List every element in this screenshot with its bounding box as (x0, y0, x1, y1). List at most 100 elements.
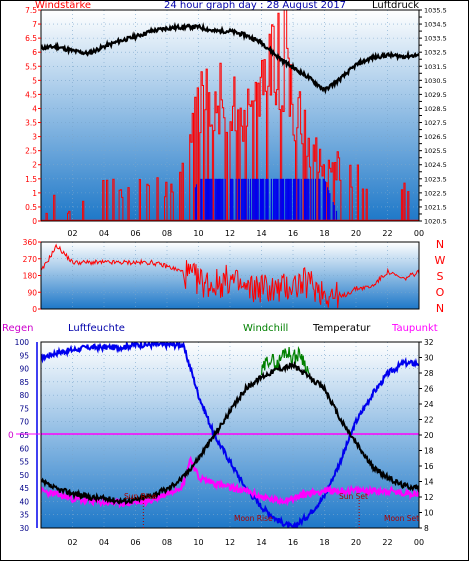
sun-rise-label: Sun Rise (124, 492, 157, 501)
compass-letter: W (435, 254, 446, 267)
wind-speed-tick-label: 4.5 (25, 90, 37, 99)
windstaerke-label: Windstärke (35, 0, 91, 11)
pressure-tick-label: 1029.5 (424, 91, 447, 99)
wind-speed-tick-label: 4 (32, 104, 37, 113)
wind-direction-plot-area (41, 242, 419, 309)
humidity-tick-label: 100 (15, 338, 30, 347)
panel3-time-axis: 02 04 06 08 10 12 14 16 18 20 22 00 (67, 538, 424, 547)
time-tick-label: 20 (351, 229, 361, 238)
temperature-tick-label: 30 (424, 354, 434, 363)
time-tick-label: 10 (193, 229, 203, 238)
humidity-axis: 30 35 40 45 50 55 60 65 70 75 80 85 90 95 100 (15, 338, 30, 533)
temperature-tick-label: 10 (424, 509, 434, 518)
wind-speed-axis: 0 0.5 1 1.5 2 2.5 3 3.5 4 4.5 5 5.5 6 6.5 7 7.5 (25, 6, 41, 226)
compass-letter: S (437, 270, 444, 283)
wind-direction-tick-label: 180 (23, 272, 38, 281)
temperature-tick-label: 12 (424, 493, 434, 502)
compass-letter: N (436, 238, 444, 251)
moon-set-label: Moon Set (384, 514, 419, 523)
sun-set-label: Sun Set (339, 492, 368, 501)
wind-direction-tick-label: 360 (23, 238, 38, 247)
time-tick-label: 04 (99, 229, 109, 238)
humidity-tick-label: 65 (19, 431, 29, 440)
time-tick-label: 20 (351, 538, 361, 547)
wind-direction-axis: 0 90 180 270 360 (23, 238, 41, 314)
compass-letter: N (436, 302, 444, 315)
wind-speed-tick-label: 3 (32, 133, 37, 142)
taupunkt-label: Taupunkt (391, 323, 438, 334)
humidity-tick-label: 85 (19, 378, 29, 387)
pressure-tick-label: 1024.5 (424, 161, 447, 169)
time-tick-label: 02 (67, 229, 77, 238)
time-tick-label: 22 (382, 229, 392, 238)
pressure-tick-label: 1021.5 (424, 203, 447, 211)
luftfeuchte-label: Luftfeuchte (68, 323, 125, 334)
wind-direction-tick-label: 90 (27, 288, 37, 297)
wind-speed-tick-label: 0 (32, 217, 37, 226)
time-tick-label: 08 (162, 229, 172, 238)
temperature-line (41, 360, 419, 506)
time-tick-label: 12 (225, 538, 235, 547)
pressure-tick-label: 1027.5 (424, 119, 447, 127)
time-tick-label: 04 (99, 538, 109, 547)
wind-speed-tick-label: 7 (32, 20, 37, 29)
humidity-tick-label: 45 (19, 484, 29, 493)
temperature-tick-label: 22 (424, 416, 434, 425)
time-tick-label: 00 (414, 538, 424, 547)
wind-speed-tick-label: 6.5 (25, 34, 37, 43)
pressure-tick-label: 1028.5 (424, 105, 447, 113)
time-tick-label: 12 (225, 229, 235, 238)
time-tick-label: 02 (67, 538, 77, 547)
humidity-tick-label: 50 (19, 471, 29, 480)
time-tick-label: 14 (256, 229, 266, 238)
pressure-tick-label: 1022.5 (424, 189, 447, 197)
humidity-tick-label: 80 (19, 391, 29, 400)
wind-speed-tick-label: 6 (32, 48, 37, 57)
humidity-tick-label: 55 (19, 458, 29, 467)
humidity-line (41, 342, 419, 528)
wind-speed-tick-label: 7.5 (25, 6, 37, 15)
humidity-tick-label: 90 (19, 365, 29, 374)
pressure-line (41, 21, 419, 95)
humidity-tick-label: 40 (19, 497, 29, 506)
time-tick-label: 08 (162, 538, 172, 547)
temperature-tick-label: 14 (424, 478, 434, 487)
pressure-axis: 1020.5 1021.5 1022.5 1023.5 1024.5 1025.5 1026… (419, 7, 447, 226)
panel1-time-axis: 02 04 06 08 10 12 14 16 18 20 22 00 (67, 229, 424, 238)
time-tick-label: 06 (130, 229, 140, 238)
humidity-tick-label: 70 (19, 418, 29, 427)
pressure-tick-label: 1025.5 (424, 147, 447, 155)
temperature-tick-label: 8 (424, 524, 429, 533)
windchill-label: Windchill (243, 323, 288, 334)
wind-speed-tick-label: 3.5 (25, 119, 37, 128)
time-tick-label: 10 (193, 538, 203, 547)
temperature-tick-label: 20 (424, 431, 434, 440)
windchill-line (260, 346, 310, 376)
chart-title: 24 hour graph day : 28 August 2017 (164, 0, 346, 11)
time-tick-label: 18 (319, 229, 329, 238)
wind-direction-tick-label: 0 (32, 305, 37, 314)
time-tick-label: 14 (256, 538, 266, 547)
humidity-tick-label: 75 (19, 404, 29, 413)
pressure-tick-label: 1031.5 (424, 63, 447, 71)
wind-direction-series (41, 243, 419, 309)
humidity-tick-label: 95 (19, 351, 29, 360)
temperature-tick-label: 24 (424, 400, 434, 409)
temperature-tick-label: 28 (424, 369, 434, 378)
wind-gust-line (41, 10, 419, 221)
wind-speed-tick-label: 2.5 (25, 147, 37, 156)
humidity-tick-label: 35 (19, 511, 29, 520)
pressure-tick-label: 1023.5 (424, 175, 447, 183)
wind-speed-tick-label: 1 (32, 189, 37, 198)
wind-speed-tick-label: 5 (32, 76, 37, 85)
wind-direction-line (41, 243, 419, 309)
wind-speed-tick-label: 2 (32, 161, 37, 170)
temperature-tick-label: 18 (424, 447, 434, 456)
time-tick-label: 22 (382, 538, 392, 547)
time-tick-label: 18 (319, 538, 329, 547)
pressure-tick-label: 1034.5 (424, 21, 447, 29)
time-tick-label: 16 (288, 229, 298, 238)
pressure-tick-label: 1026.5 (424, 133, 447, 141)
